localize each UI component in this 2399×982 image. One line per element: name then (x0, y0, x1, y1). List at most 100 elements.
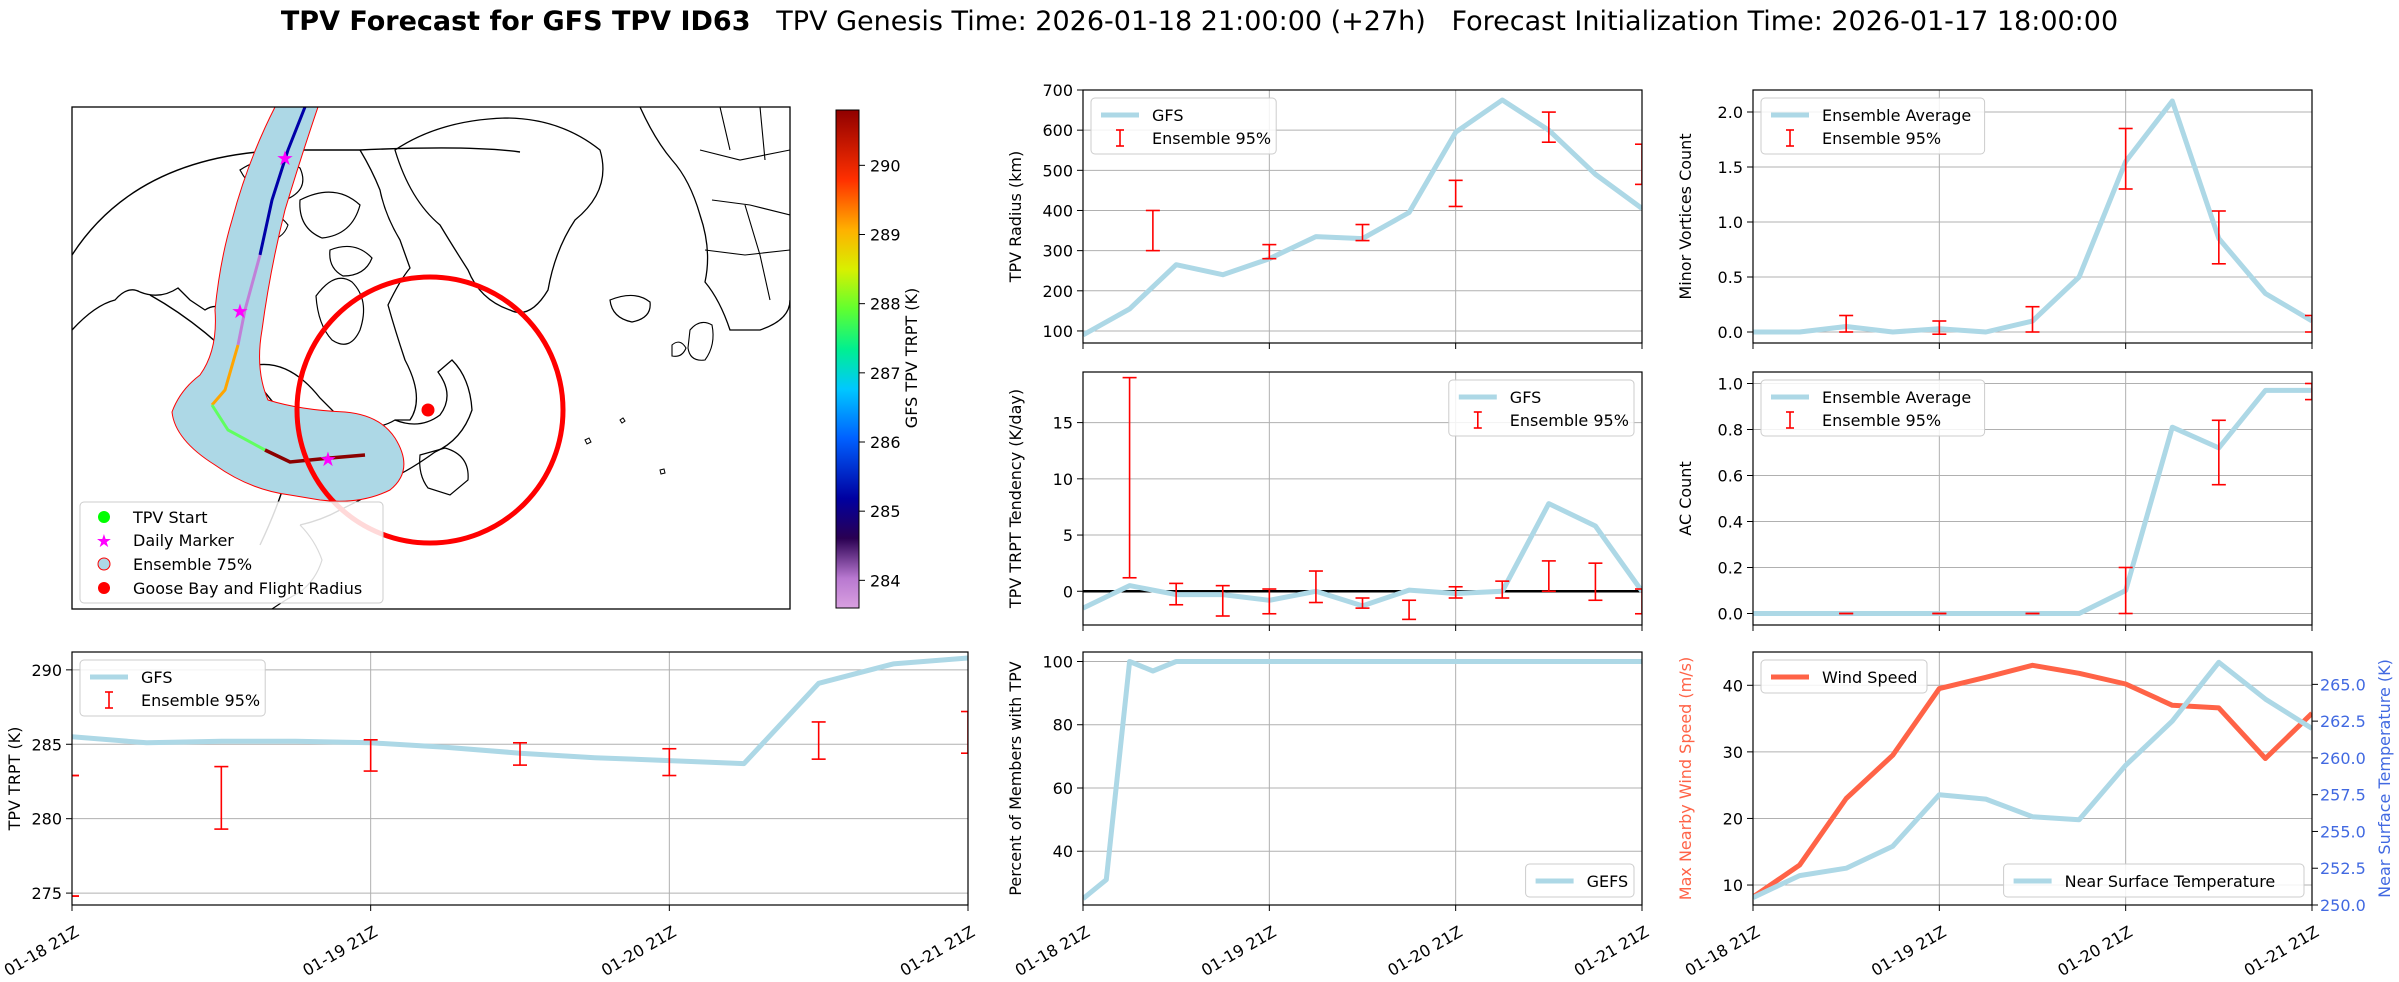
y-tick-label: 100 (1042, 652, 1073, 671)
x-tick-label: 01-19 21Z (1198, 922, 1279, 980)
legend-label: GFS (141, 668, 172, 687)
x-tick-label: 01-18 21Z (1012, 922, 1093, 980)
chart-legend: GFS Ensemble 95% (79, 659, 266, 717)
legend-frame (1760, 379, 1986, 437)
y-axis-label: TPV TRPT Tendency (K/day) (1006, 389, 1025, 609)
map-british-isles (671, 321, 714, 361)
colorbar: GFS TPV TRPT (K) 284 285 286 287 288 289 290 (835, 109, 921, 609)
chart-tendency: 0 5 10 15 TPV TRPT Tendency (K/day) GFS Ensemb… (1006, 371, 1643, 631)
colorbar-tick-label: 284 (870, 571, 901, 590)
figure-title: TPV Forecast for GFS TPV ID63 TPV Genesi… (0, 6, 2399, 37)
map-daily-marker-3: ★ (319, 447, 337, 471)
axes-frame (1752, 651, 2313, 906)
y-tick-label: 40 (1723, 676, 1743, 695)
y-tick-label: 60 (1053, 779, 1073, 798)
figure-title-rest: TPV Genesis Time: 2026-01-18 21:00:00 (+… (750, 6, 2119, 37)
colorbar-tick-label: 288 (870, 295, 901, 314)
colorbar-tick-label: 287 (870, 364, 901, 383)
chart-plot-area (1083, 97, 1642, 338)
x-tick-label: 01-20 21Z (1384, 922, 1465, 980)
y-tick-label: 275 (31, 884, 62, 903)
y-tick-label: 80 (1053, 716, 1073, 735)
map-newfoundland (419, 447, 469, 496)
series-line-near-surface-temperature (1753, 659, 2312, 900)
map-track-north (258, 107, 307, 256)
map-panel: ★ ★ ★ TPV Start ★ Daily Marker Ensemble … (71, 106, 921, 610)
colorbar-label: GFS TPV TRPT (K) (902, 288, 921, 428)
colorbar-tick-label: 285 (870, 502, 901, 521)
y-tick-label: 290 (31, 661, 62, 680)
map-track-mid (236, 254, 262, 346)
map-greenland (394, 117, 604, 314)
y-tick-label: 0.6 (1718, 467, 1743, 486)
legend-label: Ensemble 95% (1822, 129, 1941, 148)
y-axis-label: Minor Vortices Count (1676, 133, 1695, 299)
chart-plot-area (1083, 659, 1642, 901)
x-tick-label: 01-19 21Z (299, 922, 380, 980)
y-tick-label: 0.0 (1718, 605, 1743, 624)
map-iceland (609, 294, 651, 323)
chart-plot-area (1753, 98, 2312, 336)
axes-frame (1082, 371, 1643, 626)
y-axis-label: AC Count (1676, 461, 1695, 535)
chart-minor: 0.0 0.5 1.0 1.5 2.0 Minor Vortices Count Ensem… (1676, 89, 2313, 349)
map-legend: TPV Start ★ Daily Marker Ensemble 75% Go… (79, 501, 384, 604)
series-line-gefs (1083, 659, 1642, 901)
legend-frame (1448, 379, 1635, 437)
chart-plot-area (1753, 382, 2312, 616)
y-tick-label: 600 (1042, 121, 1073, 140)
y-tick-label: 2.0 (1718, 103, 1743, 122)
y-tick-label: 0.8 (1718, 421, 1743, 440)
figure-title-bold: TPV Forecast for GFS TPV ID63 (280, 6, 751, 37)
legend-frame (1760, 659, 1928, 694)
x-tick-label: 01-18 21Z (1, 922, 82, 980)
x-tick-label: 01-21 21Z (1571, 922, 1652, 980)
colorbar-gradient (835, 109, 860, 609)
map-ensemble-75-band (171, 107, 405, 502)
legend-label: Ensemble Average (1822, 106, 1971, 125)
legend-marker-goose-bay (98, 582, 110, 594)
legend-marker-ensemble-75 (97, 557, 111, 571)
legend-label-tpv-start: TPV Start (132, 508, 208, 527)
y-tick-label: 1.0 (1718, 213, 1743, 232)
colorbar-tick-label: 286 (870, 433, 901, 452)
y-tick-label: 5 (1063, 526, 1073, 545)
y-tick-label: 500 (1042, 161, 1073, 180)
legend-label-goose-bay: Goose Bay and Flight Radius (133, 579, 362, 598)
legend-label: Ensemble Average (1822, 388, 1971, 407)
map-europe-borders (699, 107, 790, 301)
legend-label: Ensemble 95% (1510, 411, 1629, 430)
chart-percent: 40 60 80 100 01-18 21Z 01-19 21Z 01-20 21Z 01-2… (1006, 651, 1652, 980)
y-tick-label: 1.0 (1718, 375, 1743, 394)
colorbar-tick-label: 289 (870, 226, 901, 245)
y-tick-label: 20 (1723, 809, 1743, 828)
x-tick-label: 01-20 21Z (2054, 922, 2135, 980)
legend-label: Wind Speed (1822, 668, 1917, 687)
series-line-wind-speed (1753, 662, 2312, 900)
map-scandinavia (639, 107, 790, 331)
map-track-red (264, 448, 366, 464)
chart-plot-area (1083, 376, 1642, 621)
y2-tick-label: 255.0 (2320, 822, 2366, 841)
chart-legend: GFS Ensemble 95% (1448, 379, 1635, 437)
chart-legend: GFS Ensemble 95% (1090, 97, 1277, 155)
map-daily-marker-2: ★ (231, 299, 249, 323)
axes-frame (1082, 651, 1643, 906)
legend-frame (1525, 863, 1635, 898)
axes-frame (1752, 371, 2313, 626)
legend-frame (1090, 97, 1277, 155)
legend-label: GEFS (1587, 872, 1629, 891)
legend-label: GFS (1510, 388, 1541, 407)
chart-trpt: 275 280 285 290 01-18 21Z 01-19 21Z 01-20 21Z 0… (1, 651, 978, 980)
y-tick-label: 0 (1063, 582, 1073, 601)
axes-frame (71, 651, 969, 906)
y-axis-label: Percent of Members with TPV (1006, 661, 1025, 895)
axes-frame (1752, 89, 2313, 344)
x-tick-label: 01-21 21Z (2241, 922, 2322, 980)
legend-label-ensemble-75: Ensemble 75% (133, 555, 252, 574)
y-tick-label: 100 (1042, 322, 1073, 341)
legend-frame (1760, 97, 1986, 155)
x-tick-label: 01-18 21Z (1682, 922, 1763, 980)
y-tick-label: 1.5 (1718, 158, 1743, 177)
